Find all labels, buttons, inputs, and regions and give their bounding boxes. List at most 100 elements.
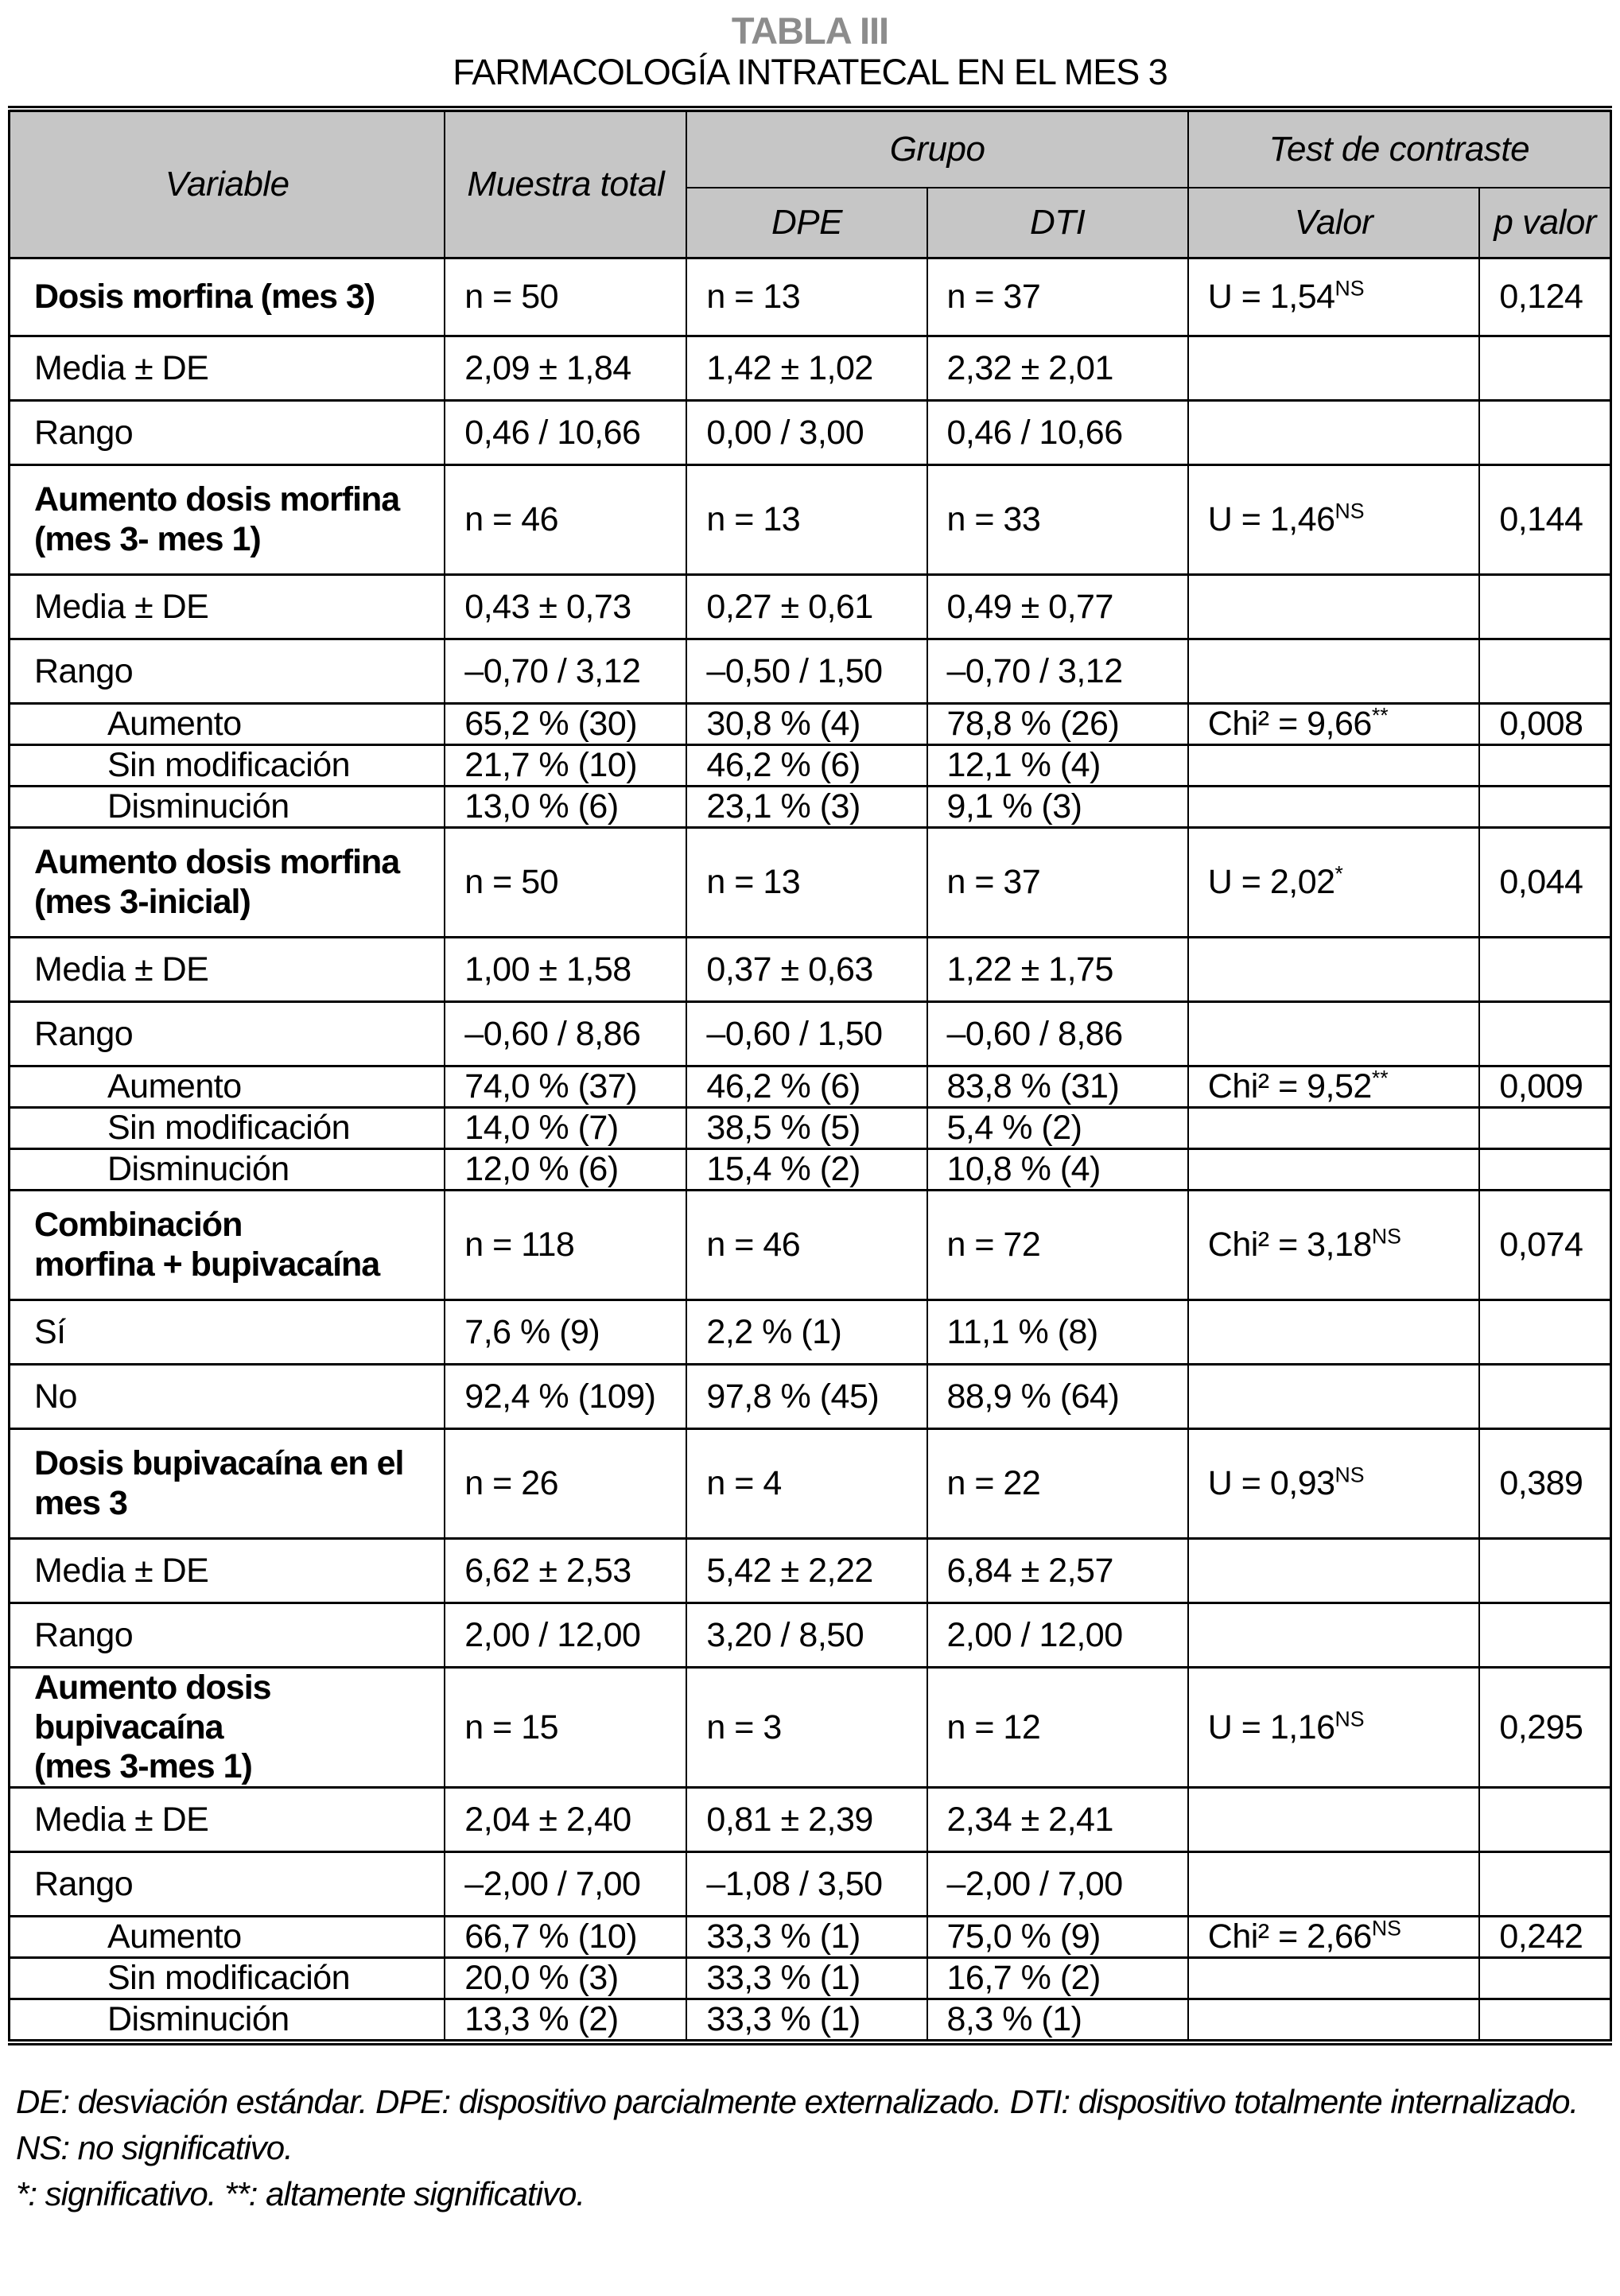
cell-muestra-total: –2,00 / 7,00 (444, 1851, 688, 1917)
cell-p-valor (1478, 1537, 1612, 1604)
cell-test-valor (1187, 1363, 1481, 1430)
cell-muestra-total: 0,46 / 10,66 (444, 399, 688, 466)
cell-test-valor: U = 2,02* (1187, 826, 1481, 938)
cell-test-valor: Chi² = 9,52** (1187, 1065, 1481, 1109)
cell-dpe: n = 3 (686, 1666, 928, 1789)
table-row: Rango 0,46 / 10,66 0,00 / 3,00 0,46 / 10,66 (8, 399, 1612, 466)
cell-dpe: 15,4 % (2) (686, 1148, 928, 1191)
cell-variable: Media ± DE (8, 335, 446, 402)
cell-variable: Aumento dosis morfina (mes 3-inicial) (8, 826, 446, 938)
header-valor: Valor (1187, 188, 1481, 259)
title-block: TABLA III FARMACOLOGÍA INTRATECAL EN EL … (8, 11, 1612, 93)
cell-dpe: 3,20 / 8,50 (686, 1602, 928, 1669)
cell-muestra-total: 2,04 ± 2,40 (444, 1786, 688, 1853)
cell-muestra-total: 20,0 % (3) (444, 1956, 688, 2000)
footnote-ns: NS: no significativo. (16, 2129, 293, 2167)
cell-test-valor (1187, 638, 1481, 705)
table-row: Sin modificación 20,0 % (3) 33,3 % (1) 16,7… (8, 1956, 1612, 2000)
cell-test-valor (1187, 1106, 1481, 1150)
cell-dpe: 97,8 % (45) (686, 1363, 928, 1430)
significance-superscript: * (1334, 861, 1343, 886)
cell-muestra-total: 92,4 % (109) (444, 1363, 688, 1430)
cell-dpe: 0,00 / 3,00 (686, 399, 928, 466)
cell-dpe: n = 13 (686, 826, 928, 938)
header-muestra-total: Muestra total (444, 109, 688, 259)
cell-muestra-total: –0,60 / 8,86 (444, 1000, 688, 1067)
cell-dpe: 23,1 % (3) (686, 785, 928, 829)
table-row: Media ± DE 2,04 ± 2,40 0,81 ± 2,39 2,34 ± 2… (8, 1786, 1612, 1853)
table-row: Aumento dosis morfina (mes 3-inicial) n =… (8, 826, 1612, 938)
table-row: Dosis morfina (mes 3) n = 50 n = 13 n = 37 U… (8, 257, 1612, 337)
cell-dti: 11,1 % (8) (926, 1299, 1189, 1366)
cell-dpe: 1,42 ± 1,02 (686, 335, 928, 402)
cell-dti: 0,49 ± 0,77 (926, 573, 1189, 640)
cell-variable: Aumento (8, 1915, 446, 1959)
cell-muestra-total: 14,0 % (7) (444, 1106, 688, 1150)
cell-variable: Aumento (8, 702, 446, 746)
cell-p-valor (1478, 1851, 1612, 1917)
cell-variable: No (8, 1363, 446, 1430)
header-p-valor: p valor (1478, 188, 1612, 259)
cell-dti: n = 37 (926, 826, 1189, 938)
cell-variable: Rango (8, 638, 446, 705)
cell-muestra-total: 66,7 % (10) (444, 1915, 688, 1959)
cell-dti: 12,1 % (4) (926, 744, 1189, 787)
cell-dti: –2,00 / 7,00 (926, 1851, 1189, 1917)
cell-dti: n = 22 (926, 1428, 1189, 1540)
table-row: Aumento 65,2 % (30) 30,8 % (4) 78,8 % (26) C… (8, 702, 1612, 746)
cell-p-valor: 0,242 (1478, 1915, 1612, 1959)
table-row: Sin modificación 14,0 % (7) 38,5 % (5) 5,4 … (8, 1106, 1612, 1150)
cell-variable: Dosis bupivacaína en el mes 3 (8, 1428, 446, 1540)
cell-variable: Aumento dosis morfina (mes 3- mes 1) (8, 464, 446, 576)
cell-muestra-total: 13,3 % (2) (444, 1998, 688, 2044)
cell-test-valor (1187, 335, 1481, 402)
table-number-title: TABLA III (731, 10, 889, 52)
significance-superscript: NS (1334, 1463, 1365, 1487)
table-row: Disminución 13,0 % (6) 23,1 % (3) 9,1 % (3) (8, 785, 1612, 829)
cell-variable: Rango (8, 399, 446, 466)
cell-p-valor (1478, 744, 1612, 787)
cell-test-valor (1187, 1998, 1481, 2044)
significance-superscript: NS (1334, 499, 1365, 523)
cell-muestra-total: n = 50 (444, 257, 688, 337)
cell-variable: Aumento (8, 1065, 446, 1109)
cell-test-valor: U = 1,46NS (1187, 464, 1481, 576)
cell-p-valor: 0,295 (1478, 1666, 1612, 1789)
header-grupo: Grupo (686, 109, 1189, 189)
table-row: Disminución 13,3 % (2) 33,3 % (1) 8,3 % (1) (8, 1998, 1612, 2044)
cell-p-valor (1478, 1998, 1612, 2044)
cell-p-valor: 0,009 (1478, 1065, 1612, 1109)
cell-muestra-total: n = 15 (444, 1666, 688, 1789)
significance-superscript: NS (1371, 1917, 1401, 1941)
cell-dpe: n = 4 (686, 1428, 928, 1540)
header-dpe: DPE (686, 188, 928, 259)
cell-dti: n = 72 (926, 1189, 1189, 1301)
cell-test-valor: U = 0,93NS (1187, 1428, 1481, 1540)
table-row: Media ± DE 0,43 ± 0,73 0,27 ± 0,61 0,49 ± 0… (8, 573, 1612, 640)
table-row: Media ± DE 2,09 ± 1,84 1,42 ± 1,02 2,32 ± 2… (8, 335, 1612, 402)
cell-p-valor (1478, 1602, 1612, 1669)
cell-test-valor (1187, 1148, 1481, 1191)
cell-dti: 88,9 % (64) (926, 1363, 1189, 1430)
cell-test-valor: Chi² = 9,66** (1187, 702, 1481, 746)
cell-p-valor (1478, 1000, 1612, 1067)
cell-muestra-total: n = 50 (444, 826, 688, 938)
cell-variable: Disminución (8, 1148, 446, 1191)
cell-p-valor (1478, 1106, 1612, 1150)
cell-dpe: 46,2 % (6) (686, 744, 928, 787)
cell-muestra-total: 12,0 % (6) (444, 1148, 688, 1191)
table-row: Aumento dosis morfina (mes 3- mes 1) n = … (8, 464, 1612, 576)
cell-p-valor: 0,124 (1478, 257, 1612, 337)
cell-p-valor (1478, 936, 1612, 1003)
footnote-significance: *: significativo. **: altamente signific… (16, 2175, 585, 2213)
cell-p-valor (1478, 1299, 1612, 1366)
cell-dpe: –0,50 / 1,50 (686, 638, 928, 705)
cell-p-valor (1478, 573, 1612, 640)
table-row: Sin modificación 21,7 % (10) 46,2 % (6) 12,… (8, 744, 1612, 787)
cell-p-valor (1478, 399, 1612, 466)
cell-dpe: n = 46 (686, 1189, 928, 1301)
cell-muestra-total: 21,7 % (10) (444, 744, 688, 787)
cell-dpe: n = 13 (686, 464, 928, 576)
cell-p-valor (1478, 1363, 1612, 1430)
